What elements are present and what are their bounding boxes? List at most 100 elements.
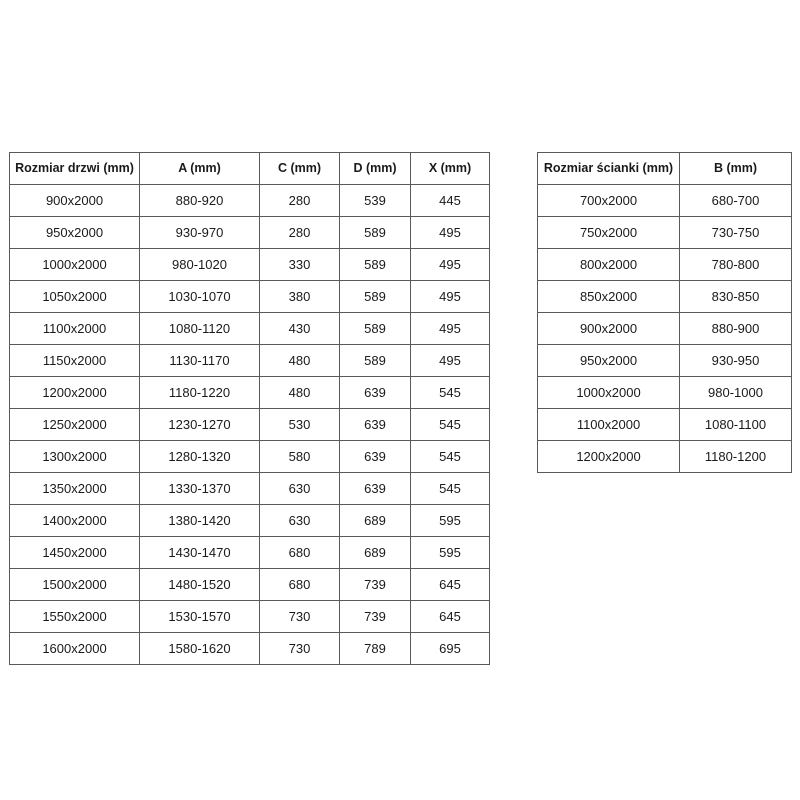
cell-x: 495 [410,280,490,313]
cell-a: 1380-1420 [139,504,260,537]
cell-x: 545 [410,376,490,409]
cell-c: 580 [259,440,340,473]
cell-d: 639 [339,440,411,473]
cell-wall-size: 950x2000 [537,344,680,377]
table-row: 1300x2000 1280-1320 580 639 545 [9,440,490,473]
column-header-door-size: Rozmiar drzwi (mm) [9,152,140,185]
column-header-c: C (mm) [259,152,340,185]
cell-d: 689 [339,536,411,569]
cell-a: 1330-1370 [139,472,260,505]
cell-x: 595 [410,536,490,569]
cell-c: 530 [259,408,340,441]
cell-d: 589 [339,344,411,377]
cell-x: 495 [410,344,490,377]
table-row: 1000x2000 980-1020 330 589 495 [9,248,490,281]
cell-b: 780-800 [679,248,792,281]
table-row: 1450x2000 1430-1470 680 689 595 [9,536,490,569]
cell-door-size: 950x2000 [9,216,140,249]
cell-wall-size: 1000x2000 [537,376,680,409]
cell-x: 495 [410,312,490,345]
column-header-wall-size: Rozmiar ścianki (mm) [537,152,680,185]
cell-x: 645 [410,568,490,601]
table-row: 1550x2000 1530-1570 730 739 645 [9,600,490,633]
cell-a: 1130-1170 [139,344,260,377]
cell-x: 695 [410,632,490,665]
cell-c: 480 [259,344,340,377]
cell-d: 639 [339,472,411,505]
cell-b: 1080-1100 [679,408,792,441]
cell-b: 930-950 [679,344,792,377]
table-row: 1100x2000 1080-1120 430 589 495 [9,312,490,345]
cell-d: 589 [339,312,411,345]
cell-d: 589 [339,216,411,249]
door-size-table: Rozmiar drzwi (mm) A (mm) C (mm) D (mm) … [9,152,490,665]
table-row: 1000x2000 980-1000 [537,376,792,409]
table-row: 850x2000 830-850 [537,280,792,313]
cell-door-size: 1350x2000 [9,472,140,505]
cell-b: 1180-1200 [679,440,792,473]
cell-door-size: 1400x2000 [9,504,140,537]
table-header-row: Rozmiar drzwi (mm) A (mm) C (mm) D (mm) … [9,152,490,185]
cell-wall-size: 1100x2000 [537,408,680,441]
cell-door-size: 1200x2000 [9,376,140,409]
cell-door-size: 1500x2000 [9,568,140,601]
cell-d: 789 [339,632,411,665]
table-row: 750x2000 730-750 [537,216,792,249]
cell-a: 1280-1320 [139,440,260,473]
cell-a: 1480-1520 [139,568,260,601]
table-row: 1200x2000 1180-1200 [537,440,792,473]
cell-x: 645 [410,600,490,633]
cell-a: 1180-1220 [139,376,260,409]
table-row: 1500x2000 1480-1520 680 739 645 [9,568,490,601]
cell-door-size: 1450x2000 [9,536,140,569]
cell-c: 630 [259,472,340,505]
table-row: 1350x2000 1330-1370 630 639 545 [9,472,490,505]
cell-a: 1530-1570 [139,600,260,633]
cell-c: 280 [259,184,340,217]
cell-c: 680 [259,568,340,601]
cell-b: 730-750 [679,216,792,249]
table-header-row: Rozmiar ścianki (mm) B (mm) [537,152,792,185]
cell-c: 730 [259,600,340,633]
cell-d: 589 [339,248,411,281]
cell-a: 880-920 [139,184,260,217]
table-row: 1200x2000 1180-1220 480 639 545 [9,376,490,409]
cell-b: 880-900 [679,312,792,345]
cell-door-size: 1000x2000 [9,248,140,281]
column-header-x: X (mm) [410,152,490,185]
cell-x: 495 [410,248,490,281]
table-row: 800x2000 780-800 [537,248,792,281]
column-header-b: B (mm) [679,152,792,185]
cell-door-size: 1050x2000 [9,280,140,313]
cell-c: 330 [259,248,340,281]
cell-c: 430 [259,312,340,345]
cell-door-size: 900x2000 [9,184,140,217]
cell-door-size: 1100x2000 [9,312,140,345]
cell-d: 689 [339,504,411,537]
cell-wall-size: 800x2000 [537,248,680,281]
column-header-a: A (mm) [139,152,260,185]
cell-wall-size: 750x2000 [537,216,680,249]
cell-c: 680 [259,536,340,569]
cell-c: 480 [259,376,340,409]
cell-a: 1230-1270 [139,408,260,441]
cell-door-size: 1150x2000 [9,344,140,377]
cell-a: 980-1020 [139,248,260,281]
cell-door-size: 1250x2000 [9,408,140,441]
cell-x: 545 [410,408,490,441]
cell-door-size: 1550x2000 [9,600,140,633]
wall-panel-size-table: Rozmiar ścianki (mm) B (mm) 700x2000 680-… [537,152,792,473]
table-row: 1250x2000 1230-1270 530 639 545 [9,408,490,441]
cell-d: 589 [339,280,411,313]
cell-x: 545 [410,440,490,473]
column-header-d: D (mm) [339,152,411,185]
table-row: 1400x2000 1380-1420 630 689 595 [9,504,490,537]
table-row: 900x2000 880-900 [537,312,792,345]
cell-c: 730 [259,632,340,665]
cell-d: 639 [339,376,411,409]
cell-a: 1080-1120 [139,312,260,345]
table-row: 1100x2000 1080-1100 [537,408,792,441]
cell-c: 630 [259,504,340,537]
cell-b: 980-1000 [679,376,792,409]
cell-b: 680-700 [679,184,792,217]
